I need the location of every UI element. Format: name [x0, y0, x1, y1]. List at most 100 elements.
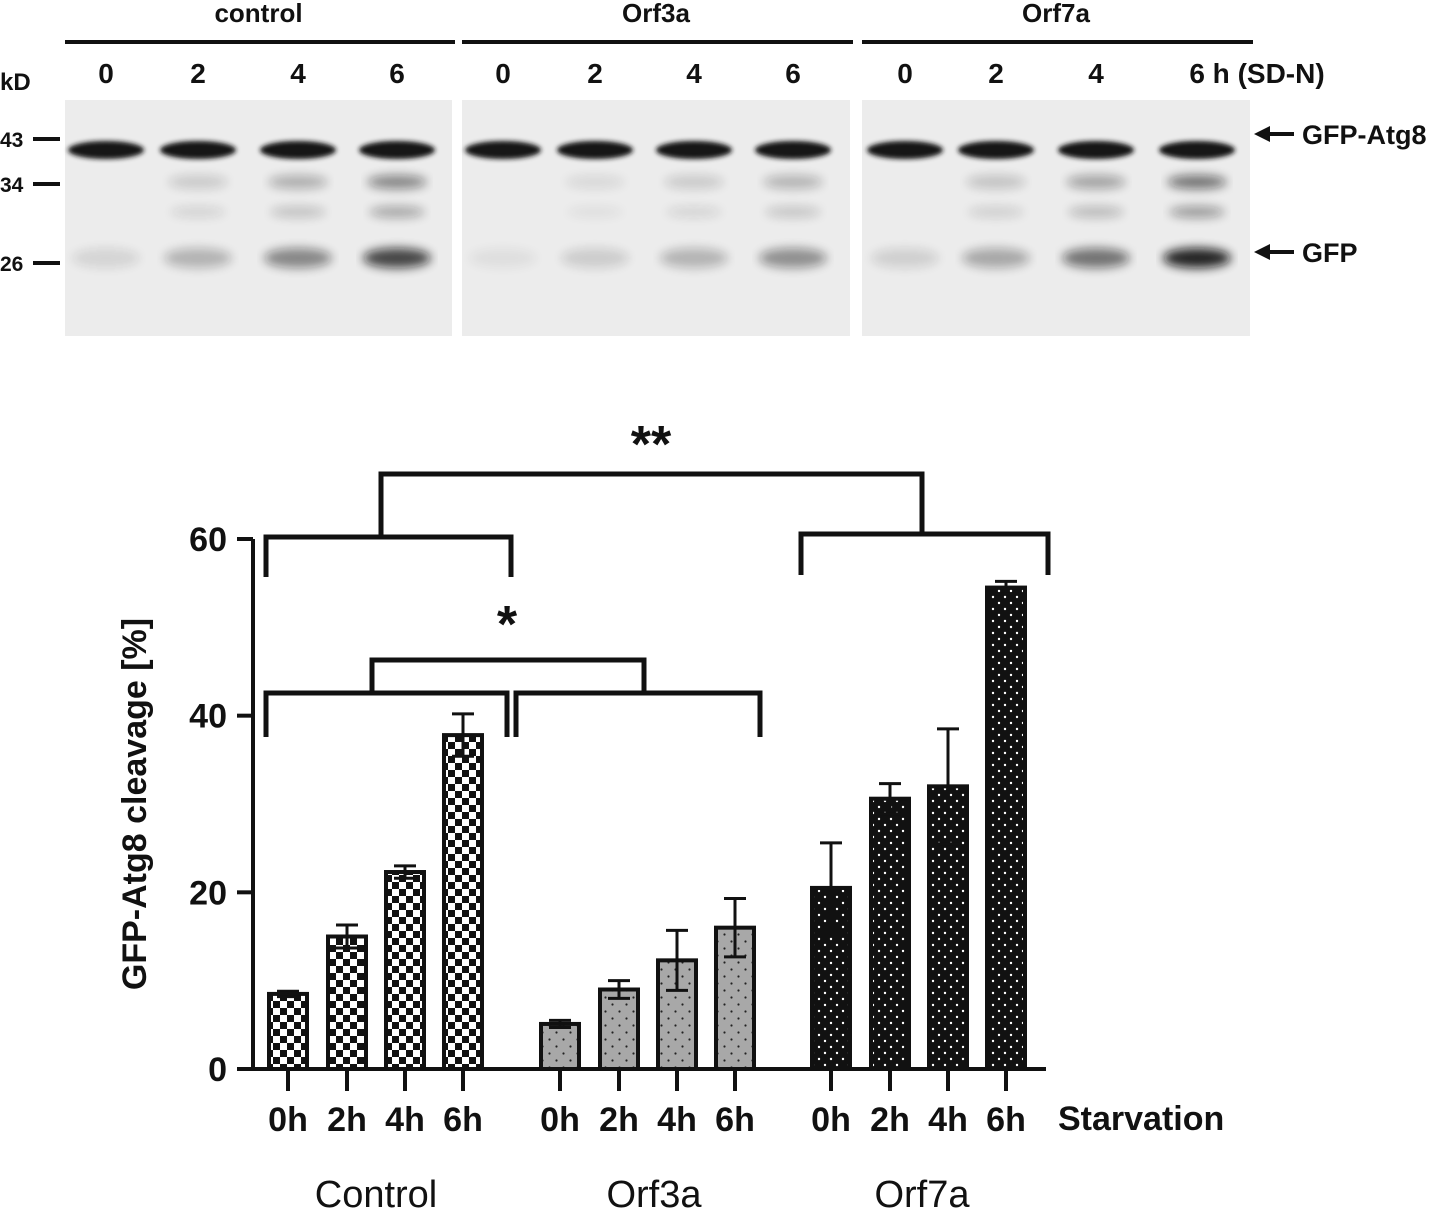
arrow-head — [1254, 126, 1270, 142]
bars — [267, 579, 1027, 1072]
band-gfp-atg8 — [958, 141, 1034, 159]
band-label-text: GFP — [1302, 238, 1358, 268]
blot-lane-label: 0 — [495, 58, 511, 89]
y-tick-label: 0 — [208, 1051, 227, 1089]
marker-label-26: 26 — [0, 253, 23, 276]
band-degradation — [763, 175, 823, 189]
band-degradation — [567, 206, 623, 218]
band-gfp-atg8 — [656, 141, 732, 159]
x-tick-label: 4h — [928, 1101, 968, 1139]
x-tick-label: 0h — [540, 1101, 580, 1139]
x-tick-label: 4h — [657, 1101, 697, 1139]
significance-label: ** — [631, 416, 672, 474]
band-gfp-atg8 — [68, 141, 144, 159]
blot-lane-label: 6 h (SD-N) — [1189, 58, 1324, 89]
blot-lane-label: 0 — [897, 58, 913, 89]
band-degradation — [966, 175, 1026, 189]
blot-group-label-control: control — [214, 0, 302, 28]
blot-header: control 0 2 4 6 Orf3a 0 2 4 6 Orf7a 0 2 4 6 h (SD-N) — [65, 0, 1325, 89]
band-label-gfp: GFP — [1254, 238, 1358, 268]
band-degradation — [1167, 175, 1227, 189]
band-degradation — [664, 175, 724, 189]
band-gfp — [1062, 248, 1130, 268]
bar-control-4h — [384, 870, 426, 1071]
band-gfp-atg8 — [359, 141, 435, 159]
blot-lane-label: 2 — [190, 58, 206, 89]
bar-group-control — [267, 712, 484, 1072]
band-degradation — [565, 175, 625, 189]
band-degradation — [369, 206, 425, 218]
bar-orf3a-0h — [539, 1021, 581, 1072]
bracket-control-group — [263, 534, 514, 577]
band-gfp-atg8 — [1159, 141, 1235, 159]
group-label-orf3a: Orf3a — [606, 1174, 702, 1214]
band-gfp-atg8 — [160, 141, 236, 159]
band-gfp — [759, 248, 827, 268]
bracket-control-vs-orf3a — [369, 657, 647, 693]
blot-lane-label: 2 — [587, 58, 603, 89]
y-tick-label: 40 — [189, 698, 227, 736]
blot-markers: kD 43 34 26 — [0, 69, 60, 276]
x-tick-label: 6h — [715, 1101, 755, 1139]
blot-panel-control — [65, 100, 452, 336]
bar-control-6h — [442, 733, 484, 1071]
x-tick-label: 4h — [385, 1101, 425, 1139]
x-tick-label: 2h — [327, 1101, 367, 1139]
bracket-orf7a-group — [798, 531, 1051, 575]
band-gfp-atg8 — [1058, 141, 1134, 159]
x-tick-label: 2h — [599, 1101, 639, 1139]
band-gfp — [962, 248, 1030, 268]
blot-lane-label: 6 — [785, 58, 801, 89]
bar-group-orf3a — [539, 897, 756, 1072]
blot-lane-label: 4 — [686, 58, 702, 89]
blot-unit-label: kD — [0, 69, 31, 96]
x-tick-label: 0h — [268, 1101, 308, 1139]
y-tick-label: 20 — [189, 874, 227, 912]
marker-label-34: 34 — [0, 174, 24, 197]
band-gfp — [72, 248, 140, 268]
blot-panels — [65, 100, 1250, 336]
band-gfp — [660, 248, 728, 268]
band-gfp-atg8 — [260, 141, 336, 159]
blot-lane-label: 4 — [1088, 58, 1104, 89]
band-degradation — [765, 206, 821, 218]
band-gfp — [1163, 248, 1231, 268]
bar-orf7a-6h — [985, 585, 1027, 1071]
band-label-text: GFP-Atg8 — [1302, 120, 1427, 150]
band-degradation — [666, 206, 722, 218]
x-tick-label: 6h — [443, 1101, 483, 1139]
band-degradation — [268, 175, 328, 189]
band-gfp — [363, 248, 431, 268]
band-gfp — [469, 248, 537, 268]
band-degradation — [968, 206, 1024, 218]
arrow-head — [1254, 244, 1270, 260]
bar-group-orf7a — [810, 579, 1027, 1072]
band-gfp — [871, 248, 939, 268]
bar-control-2h — [326, 934, 368, 1071]
bracket-control-group-lower — [263, 690, 510, 737]
significance-brackets: *** — [263, 416, 1051, 737]
marker-label-43: 43 — [0, 129, 23, 152]
blot-panel-orf3a — [462, 100, 850, 336]
bar-orf3a-2h — [598, 987, 640, 1071]
x-tick-label: 2h — [870, 1101, 910, 1139]
blot-panel-orf7a — [862, 100, 1250, 336]
band-gfp — [561, 248, 629, 268]
band-gfp — [164, 248, 232, 268]
band-degradation — [170, 206, 226, 218]
significance-label: * — [497, 596, 518, 654]
y-axis-label: GFP-Atg8 cleavage [%] — [116, 618, 154, 990]
blot-lane-label: 4 — [290, 58, 306, 89]
bar-orf7a-2h — [869, 796, 911, 1071]
band-degradation — [1068, 206, 1124, 218]
band-degradation — [270, 206, 326, 218]
western-blot: control 0 2 4 6 Orf3a 0 2 4 6 Orf7a 0 2 4 6 h (SD-N) k… — [0, 0, 1427, 336]
band-degradation — [1066, 175, 1126, 189]
band-gfp-atg8 — [867, 141, 943, 159]
band-gfp — [264, 248, 332, 268]
y-tick-label: 60 — [189, 521, 227, 559]
bar-control-0h — [267, 991, 309, 1072]
